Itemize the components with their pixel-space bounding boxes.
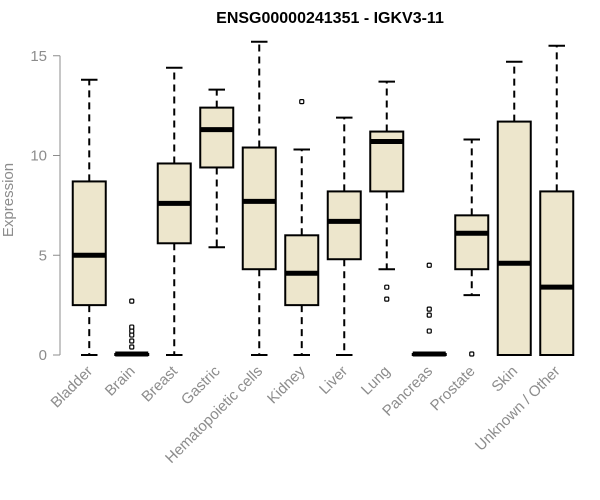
box-iqr-5: [284, 234, 320, 307]
x-tick-label-9: Prostate: [427, 363, 479, 415]
x-tick-label-5: Kidney: [264, 362, 309, 407]
outlier-1-1: [129, 338, 135, 344]
outlier-1-5: [129, 298, 135, 304]
box-iqr-11: [539, 190, 575, 356]
outlier-5-0: [299, 99, 305, 105]
box-iqr-6: [326, 190, 362, 261]
outlier-9-0: [469, 351, 475, 357]
box-2: [156, 66, 192, 356]
x-tick-label-1: Brain: [102, 363, 139, 400]
box-11: [539, 44, 575, 356]
box-iqr-9: [454, 214, 490, 271]
outlier-8-2: [426, 306, 432, 312]
box-6: [326, 116, 362, 356]
box-7: [369, 80, 405, 302]
y-axis-label: Expression: [0, 163, 17, 237]
x-tick-label-7: Lung: [358, 363, 394, 399]
box-5: [284, 99, 320, 356]
y-tick-label-1: 5: [39, 247, 47, 264]
box-4: [241, 40, 277, 356]
chart-title: ENSG00000241351 - IGKV3-11: [216, 10, 444, 27]
box-0: [71, 78, 107, 356]
outlier-1-0: [129, 344, 135, 350]
box-10: [496, 60, 532, 356]
y-tick-label-2: 10: [30, 148, 47, 165]
y-tick-label-0: 0: [39, 347, 47, 364]
x-tick-label-6: Liver: [316, 363, 351, 398]
outlier-8-0: [426, 328, 432, 334]
outlier-8-3: [426, 262, 432, 268]
x-tick-label-2: Breast: [138, 362, 181, 405]
x-tick-label-0: Bladder: [47, 363, 96, 412]
box-iqr-3: [199, 106, 235, 169]
box-iqr-10: [496, 120, 532, 356]
outlier-7-0: [384, 296, 390, 302]
y-axis: 0 5 10 15: [30, 48, 61, 364]
box-iqr-0: [71, 180, 107, 307]
box-group: [71, 40, 575, 357]
box-9: [454, 138, 490, 357]
box-iqr-4: [241, 146, 277, 271]
y-tick-label-3: 15: [30, 48, 47, 65]
outlier-8-1: [426, 312, 432, 318]
outlier-7-1: [384, 284, 390, 290]
outlier-1-4: [129, 324, 135, 330]
x-tick-label-10: Skin: [488, 363, 521, 396]
box-1: [114, 298, 150, 357]
box-8: [411, 262, 447, 357]
box-3: [199, 88, 235, 249]
